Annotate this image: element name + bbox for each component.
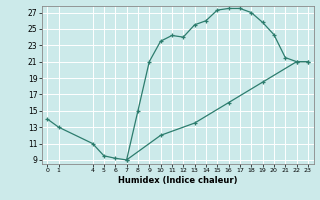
- X-axis label: Humidex (Indice chaleur): Humidex (Indice chaleur): [118, 176, 237, 185]
